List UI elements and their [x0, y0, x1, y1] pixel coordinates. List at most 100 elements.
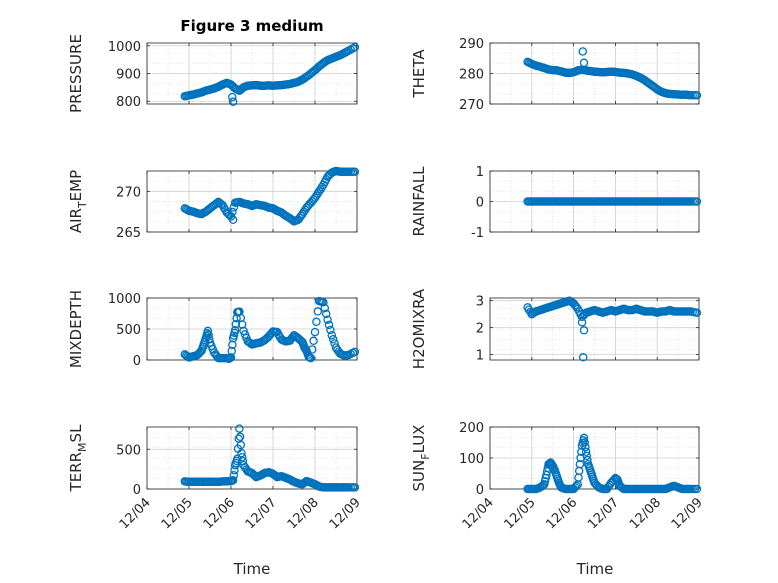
- data-point: [230, 325, 240, 335]
- data-point: [580, 438, 589, 447]
- data-point: [310, 327, 320, 337]
- y-axis-label: SUNFLUX: [410, 425, 432, 492]
- data-point: [312, 317, 321, 327]
- x-tick-label: 12/05: [502, 495, 539, 532]
- x-tick-label: 12/08: [627, 495, 664, 532]
- data-point: [298, 209, 307, 219]
- panel-rainfall: -1 0 1 RAINFALL: [410, 165, 702, 241]
- data-point: [313, 189, 323, 198]
- y-tick-label: 3: [476, 295, 484, 310]
- data-point: [572, 481, 581, 491]
- y-tick-label: 290: [459, 37, 484, 52]
- data-point: [236, 440, 246, 450]
- data-point: [326, 325, 335, 335]
- y-axis-label: RAINFALL: [410, 166, 428, 237]
- data-point: [314, 187, 324, 196]
- x-tick-label: 12/07: [585, 495, 622, 532]
- y-label-main: SUN: [410, 460, 428, 492]
- panel-h2omixra: 1 2 3 H2OMIXRA: [410, 288, 702, 369]
- y-tick-label: 100: [459, 452, 484, 467]
- axes-frame: [146, 426, 358, 490]
- data-point: [582, 451, 592, 461]
- y-axis-label: THETA: [410, 49, 428, 99]
- y-tick-label: 0: [476, 196, 484, 211]
- data-point: [328, 335, 338, 344]
- data-point: [583, 455, 592, 465]
- y-tick-label: 2: [476, 322, 484, 337]
- y-label-subscript: T: [76, 201, 89, 209]
- data-point: [312, 191, 321, 200]
- axes-frame: [489, 297, 700, 361]
- x-tick-label: 12/07: [243, 495, 280, 532]
- data-point: [323, 315, 332, 324]
- y-tick-label: 1000: [108, 40, 141, 55]
- figure-title: Figure 3 medium: [180, 17, 323, 35]
- y-label-subscript: M: [76, 442, 89, 452]
- data-point: [692, 308, 702, 318]
- y-tick-label: 265: [116, 226, 141, 241]
- x-tick-label: 12/06: [201, 495, 238, 532]
- data-point: [538, 481, 548, 490]
- data-point: [321, 309, 331, 319]
- data-point: [692, 197, 702, 206]
- data-point: [327, 330, 337, 340]
- y-tick-label: 280: [459, 68, 484, 83]
- data-point: [350, 347, 360, 357]
- y-label-rest: SL: [67, 424, 85, 443]
- data-point: [212, 198, 222, 208]
- y-tick-label: 1: [476, 349, 484, 364]
- data-point: [229, 470, 239, 480]
- data-point: [692, 90, 702, 100]
- x-tick-label: 12/04: [117, 495, 154, 532]
- panel-sun_flux: 0 100 200 12/04 12/05 12/06 12/07 12/08 12/09 SUN…: [410, 421, 706, 532]
- y-tick-label: 200: [459, 421, 484, 436]
- panel-pressure: 800 900 1000 PRESSURE: [67, 34, 360, 113]
- axes-frame: [146, 170, 358, 233]
- data-point: [575, 459, 585, 469]
- data-point: [350, 483, 360, 492]
- y-tick-label: -1: [471, 226, 484, 241]
- data-point: [581, 442, 590, 452]
- y-tick-label: 900: [116, 68, 141, 83]
- data-point-outlier: [577, 318, 587, 327]
- panel-air_temp: 265 270 AIRTEMP: [67, 166, 360, 241]
- data-point: [581, 447, 591, 457]
- data-point: [540, 477, 550, 486]
- y-tick-label: 500: [116, 323, 141, 338]
- data-point: [324, 320, 334, 330]
- data-point-outlier: [578, 47, 588, 56]
- data-point: [310, 193, 320, 203]
- data-point: [228, 476, 238, 485]
- y-label-main: AIR: [67, 208, 85, 233]
- data-point-outlier: [578, 353, 588, 362]
- panel-theta: 270 280 290 THETA: [410, 37, 702, 113]
- data-point-outlier: [579, 326, 589, 335]
- data-point: [316, 184, 325, 194]
- y-axis-label: AIRTEMP: [67, 170, 89, 233]
- data-point: [350, 42, 360, 52]
- data-point: [235, 432, 245, 442]
- data-point: [692, 484, 702, 494]
- data-point: [309, 336, 318, 346]
- y-tick-label: 0: [133, 354, 141, 369]
- x-tick-label: 12/09: [327, 495, 364, 532]
- y-tick-label: 270: [116, 185, 141, 200]
- y-axis-label: PRESSURE: [67, 34, 85, 113]
- data-point: [228, 340, 237, 349]
- y-label-subscript: F: [419, 453, 432, 459]
- data-point: [237, 448, 246, 458]
- data-point: [228, 207, 237, 217]
- data-point: [235, 424, 244, 433]
- data-point: [237, 452, 247, 462]
- x-tick-label: 12/06: [543, 495, 580, 532]
- data-point: [299, 207, 309, 217]
- data-point-outlier: [228, 92, 237, 102]
- y-axis-label: MIXDEPTH: [67, 290, 85, 368]
- y-tick-label: 1000: [108, 292, 141, 307]
- data-point: [579, 433, 589, 443]
- data-point: [223, 209, 233, 219]
- y-tick-label: 500: [116, 443, 141, 458]
- x-tick-label: 12/09: [669, 495, 706, 532]
- data-point: [239, 460, 248, 470]
